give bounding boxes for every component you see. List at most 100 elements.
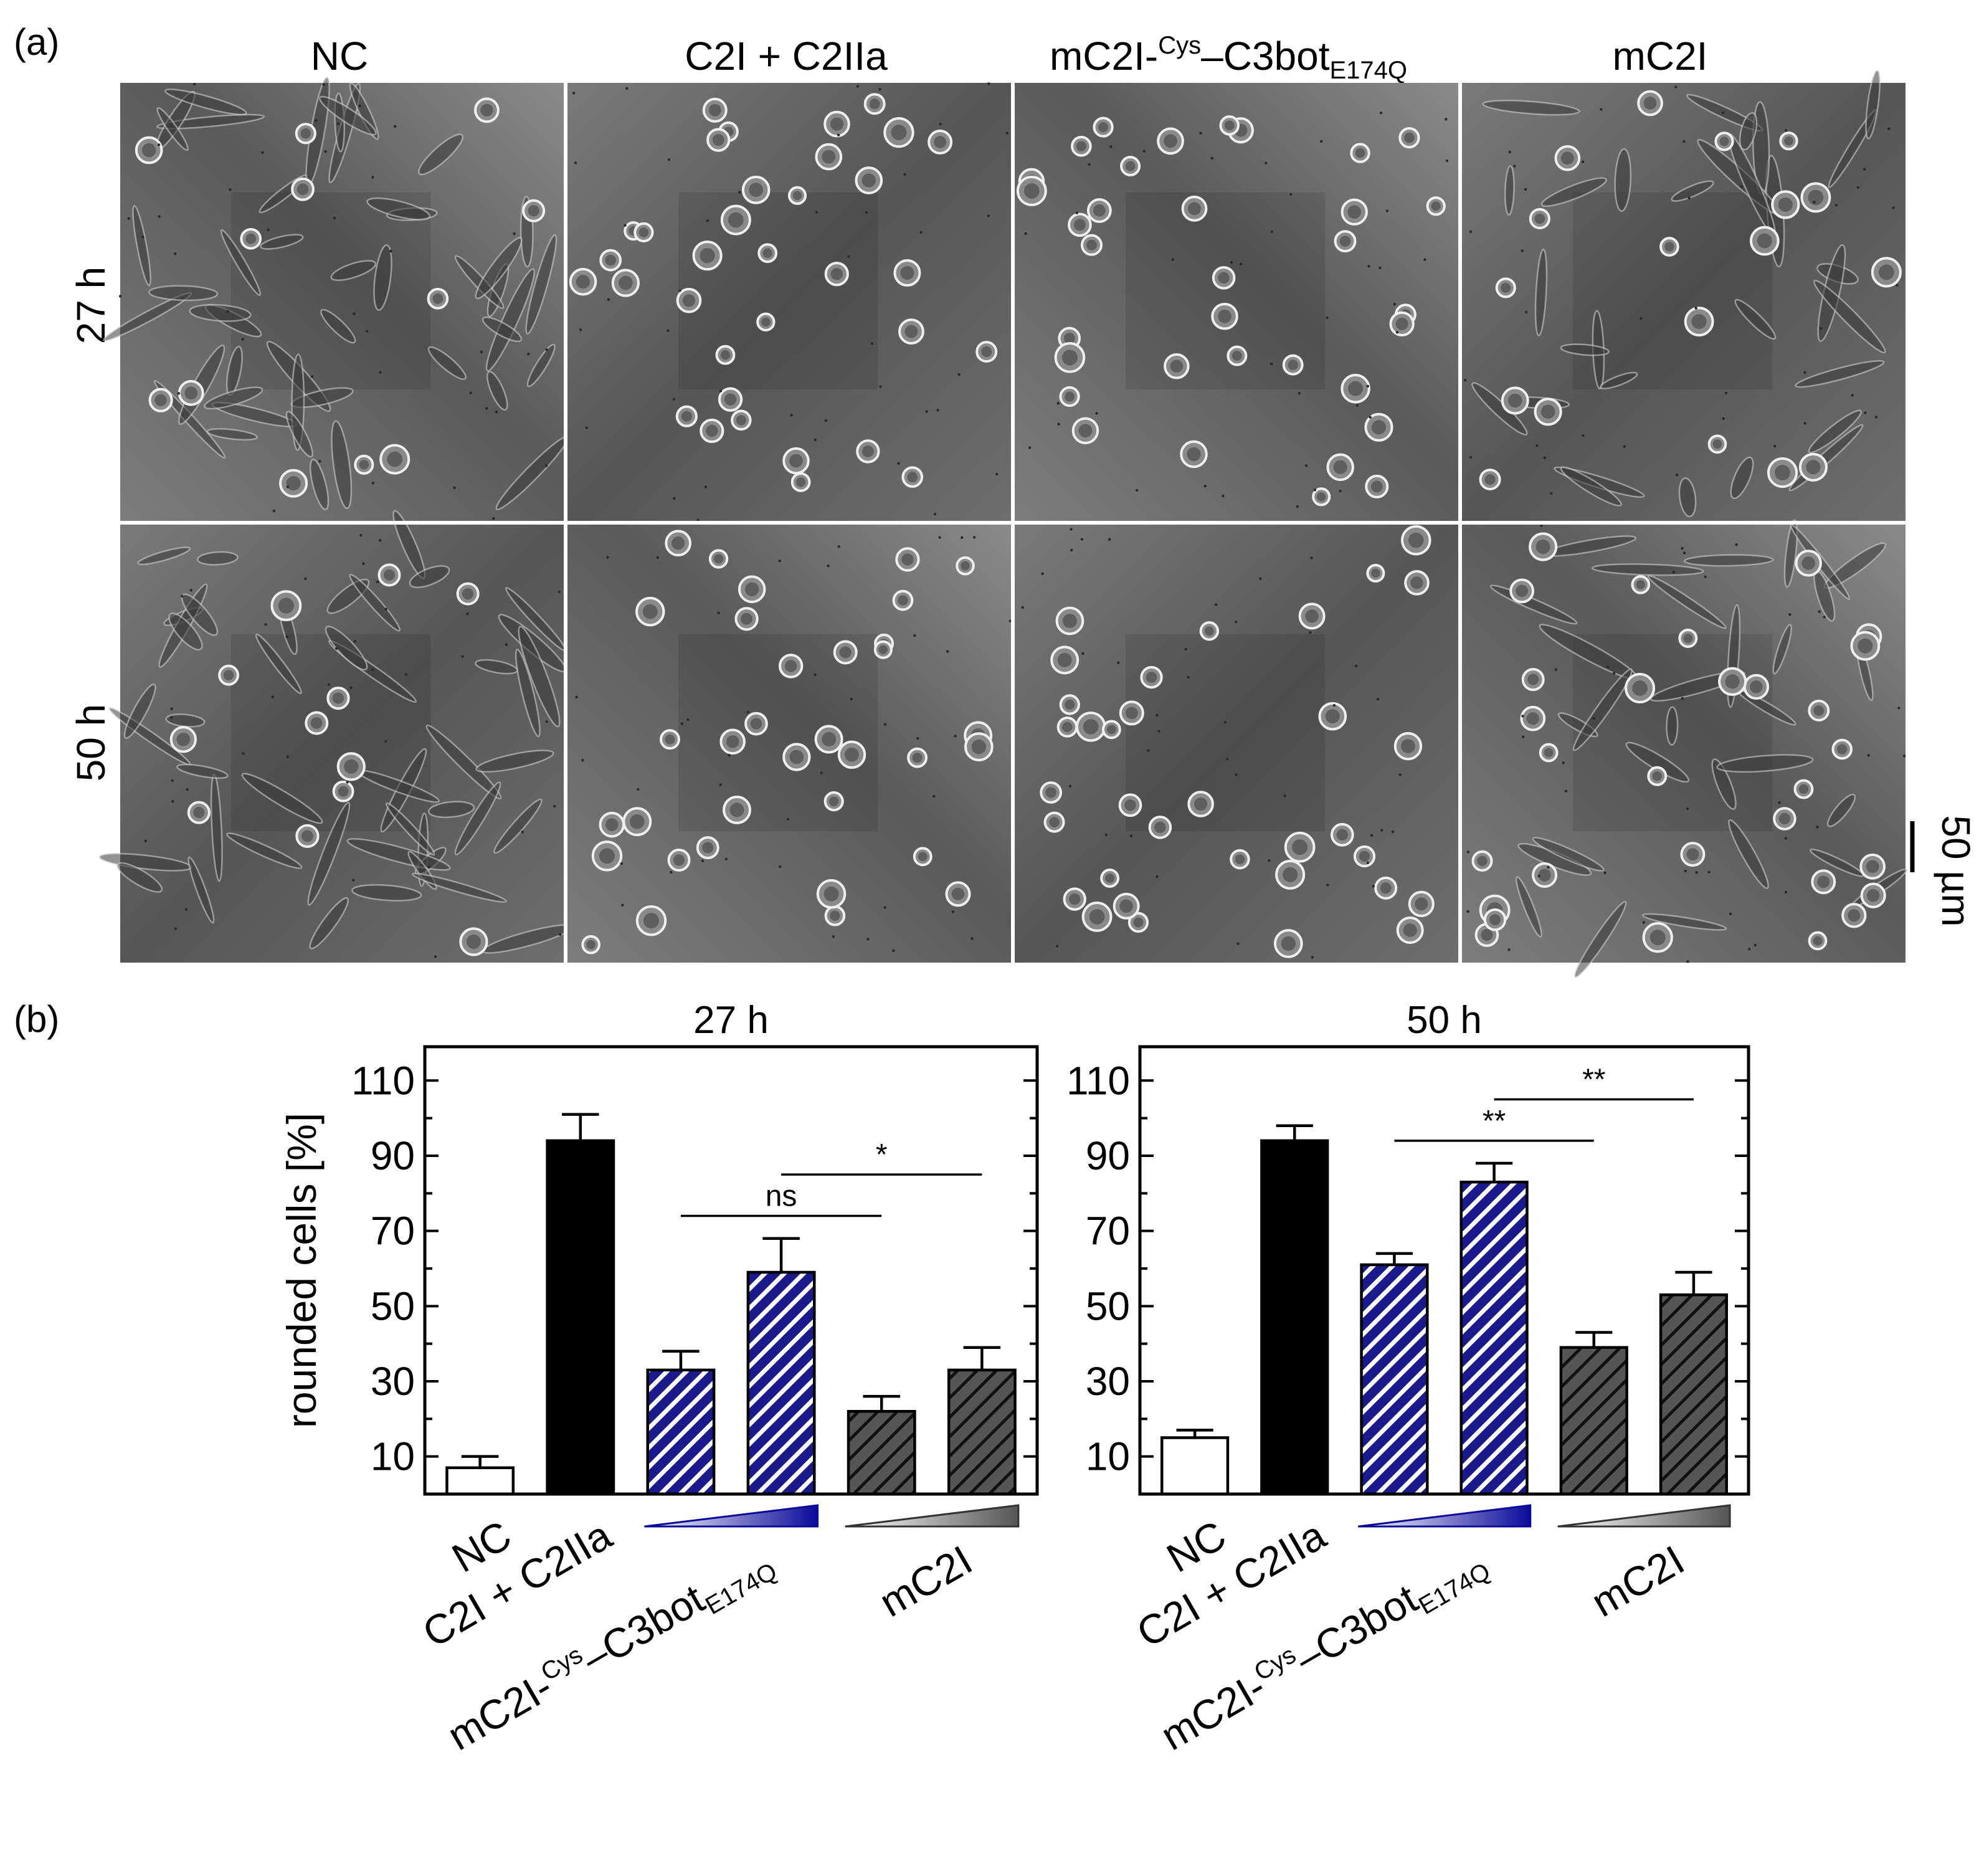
debris-dot (1005, 131, 1008, 135)
spread-cell (137, 546, 191, 566)
debris-dot (1778, 801, 1781, 804)
debris-dot (1283, 794, 1286, 798)
rounded-cell-core (1632, 680, 1648, 696)
debris-dot (1109, 145, 1113, 148)
rounded-cell-core (1124, 799, 1136, 811)
spread-cell (1647, 574, 1727, 629)
debris-dot (1369, 416, 1372, 419)
rounded-cell-core (301, 830, 313, 842)
debris-dot (362, 562, 365, 565)
debris-dot (1398, 773, 1402, 776)
x-label-sub: E174Q (1414, 1558, 1495, 1620)
column-title-tail: –C3bot (1201, 34, 1330, 79)
rounded-cell-core (1305, 609, 1319, 623)
debris-dot (513, 232, 516, 236)
debris-dot (1508, 150, 1511, 154)
rounded-cell-core (1371, 568, 1380, 578)
x-label-mc2i: mC2I (871, 1536, 980, 1626)
rounded-cell-core (310, 717, 323, 729)
panel-a-label: (a) (14, 21, 59, 63)
debris-dot (1675, 474, 1679, 477)
spread-cell (1795, 359, 1885, 388)
spread-cell (197, 551, 239, 566)
rounded-cell-core (724, 393, 737, 406)
rounded-cell-core (1408, 532, 1424, 548)
debris-dot (946, 650, 949, 653)
rounded-cell-core (1484, 474, 1496, 485)
panel-b-label: (b) (14, 998, 59, 1040)
debris-dot (1081, 652, 1084, 655)
debris-dot (310, 375, 314, 378)
rounded-cell-core (1359, 850, 1370, 862)
rounded-cell-core (1083, 719, 1099, 735)
debris-dot (672, 398, 676, 401)
rounded-cell-core (1125, 161, 1136, 171)
debris-dot (790, 414, 793, 417)
debris-dot (1235, 773, 1238, 776)
debris-dot (1748, 948, 1751, 951)
spread-cell (411, 872, 508, 903)
rounded-cell-core (1686, 848, 1699, 860)
debris-dot (856, 85, 860, 88)
debris-dot (1298, 391, 1301, 395)
debris-dot (1370, 834, 1374, 837)
debris-dot (1187, 675, 1190, 679)
debris-dot (1612, 672, 1616, 675)
spread-cell (226, 832, 303, 869)
spread-cell (307, 801, 351, 906)
debris-dot (719, 389, 723, 393)
rounded-cell-core (245, 233, 257, 244)
rounded-cell-core (891, 125, 907, 141)
rounded-cell-core (1187, 447, 1201, 462)
debris-dot (778, 559, 781, 563)
debris-dot (174, 252, 177, 255)
debris-dot (1223, 721, 1227, 724)
rounded-cell-core (918, 852, 928, 862)
rounded-cell-core (630, 814, 645, 829)
debris-dot (1603, 871, 1606, 875)
column-title-mc2i-c3bot: mC2I-Cys–C3botE174Q (1050, 32, 1407, 84)
debris-dot (333, 216, 336, 220)
debris-dot (579, 328, 582, 331)
debris-dot (961, 536, 964, 540)
debris-dot (1289, 193, 1293, 196)
chart-title: 50 h (1407, 999, 1482, 1042)
debris-dot (701, 859, 705, 862)
spread-cell (148, 285, 219, 302)
rounded-cell-core (682, 294, 696, 307)
spread-cell (351, 884, 422, 902)
spread-cell (485, 268, 536, 372)
debris-dot (286, 755, 289, 758)
rounded-cell-core (830, 910, 840, 921)
debris-dot (837, 133, 840, 136)
debris-dot (353, 312, 356, 315)
debris-dot (427, 865, 430, 869)
spread-cell (385, 802, 435, 856)
debris-dot (1156, 713, 1159, 717)
spread-cell (1600, 371, 1638, 390)
spread-cell (260, 234, 304, 250)
debris-dot (1265, 161, 1268, 164)
debris-dot (336, 122, 340, 125)
debris-dot (376, 580, 379, 584)
rounded-cell-core (1866, 860, 1879, 874)
debris-dot (706, 219, 709, 222)
y-tick-label: 110 (1066, 1058, 1130, 1103)
debris-dot (192, 82, 196, 86)
rounded-cell-core (1061, 350, 1078, 366)
debris-dot (1788, 613, 1792, 616)
debris-dot (1581, 160, 1585, 164)
debris-dot (1867, 754, 1870, 757)
debris-dot (1784, 837, 1788, 840)
rounded-cell-core (741, 612, 752, 625)
spread-cell (285, 411, 313, 458)
debris-dot (1339, 489, 1342, 493)
debris-dot (286, 485, 290, 488)
rounded-cell-core (1801, 556, 1816, 570)
debris-dot (879, 385, 882, 388)
debris-dot (624, 224, 627, 227)
debris-dot (1385, 209, 1389, 212)
spread-cell (241, 773, 323, 824)
rounded-cell-core (714, 554, 724, 564)
debris-dot (933, 512, 937, 516)
